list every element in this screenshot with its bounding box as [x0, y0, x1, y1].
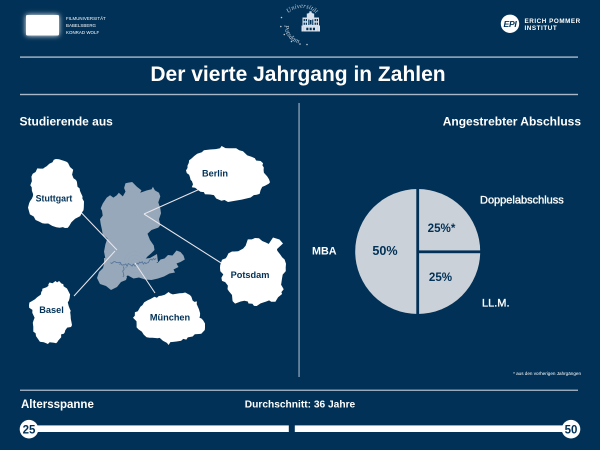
svg-text:50: 50	[565, 424, 578, 436]
svg-text:Durchschnitt: 36 Jahre: Durchschnitt: 36 Jahre	[245, 400, 356, 411]
svg-text:BABELSBERG: BABELSBERG	[66, 23, 97, 28]
svg-text:INSTITUT: INSTITUT	[525, 25, 558, 32]
svg-text:50%: 50%	[372, 244, 397, 258]
svg-text:LL.M.: LL.M.	[482, 298, 510, 310]
svg-text:FILMUNIVERSITÄT: FILMUNIVERSITÄT	[66, 16, 106, 21]
svg-text:München: München	[150, 313, 191, 323]
svg-text:KONRAD WOLF: KONRAD WOLF	[66, 30, 100, 35]
svg-text:25%: 25%	[429, 271, 452, 284]
svg-text:* aus den vorherigen Jahrgänge: * aus den vorherigen Jahrgängen	[513, 371, 581, 376]
svg-text:Studierende aus: Studierende aus	[20, 115, 114, 129]
svg-text:Berlin: Berlin	[202, 169, 228, 179]
svg-text:Potsdam: Potsdam	[231, 270, 270, 280]
svg-text:Angestrebter Abschluss: Angestrebter Abschluss	[443, 115, 582, 129]
svg-text:Altersspanne: Altersspanne	[21, 399, 94, 411]
svg-text:Doppelabschluss: Doppelabschluss	[480, 195, 564, 207]
svg-text:25%*: 25%*	[428, 222, 456, 235]
svg-text:25: 25	[23, 424, 36, 436]
svg-text:MBA: MBA	[312, 246, 337, 258]
svg-text:EPI: EPI	[504, 19, 518, 29]
svg-text:Der vierte Jahrgang in Zahlen: Der vierte Jahrgang in Zahlen	[150, 63, 445, 86]
svg-text:Stuttgart: Stuttgart	[36, 194, 73, 204]
svg-text:ERICH POMMER: ERICH POMMER	[525, 18, 581, 25]
svg-text:Basel: Basel	[39, 305, 64, 315]
